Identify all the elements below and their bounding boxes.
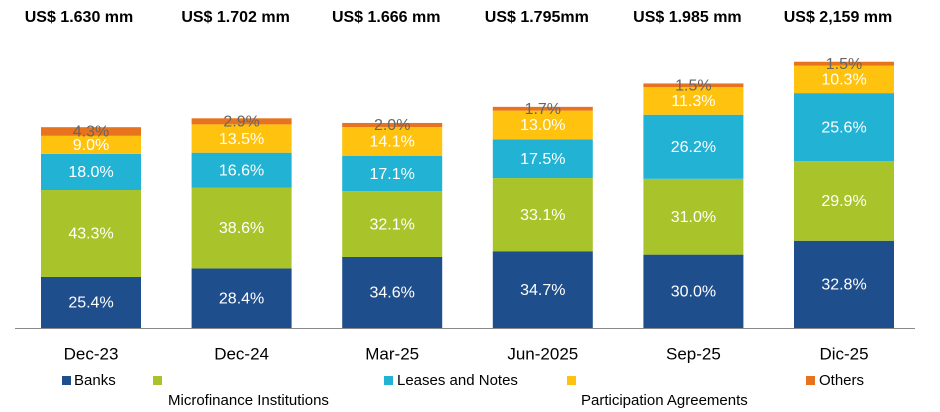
bar-segment [794, 93, 894, 162]
data-label: 1.7% [525, 101, 561, 118]
data-label: 43.3% [68, 226, 113, 243]
bar-segment [342, 122, 443, 128]
data-label: 2.9% [223, 114, 259, 131]
bar-segment [794, 240, 894, 328]
data-label: 14.1% [370, 134, 415, 151]
legend-label: Microfinance Institutions [168, 392, 329, 409]
x-tick-label: Dec-24 [214, 344, 269, 363]
data-label: 2.0% [374, 117, 410, 134]
bar-segment [643, 87, 744, 115]
bar-segment [191, 268, 292, 328]
bar-segment [191, 187, 292, 269]
bar-segment [342, 191, 443, 257]
legend-swatch [567, 376, 576, 385]
x-tick-label: Dic-25 [819, 344, 868, 363]
data-label: 38.6% [219, 220, 264, 237]
bar-segment [41, 153, 141, 191]
bar-segment [41, 127, 141, 136]
bar-segment [342, 127, 443, 156]
bar-segment [492, 110, 593, 140]
legend-swatch [153, 376, 162, 385]
legend-label: Others [819, 372, 864, 389]
legend-label: Banks [74, 372, 116, 389]
total-label: US$ 1.630 mm [25, 9, 134, 26]
data-label: 10.3% [821, 72, 866, 89]
total-label: US$ 1.702 mm [181, 9, 290, 26]
data-label: 1.5% [826, 56, 862, 73]
data-label: 9.0% [73, 137, 109, 154]
total-label: US$ 1.985 mm [633, 9, 742, 26]
x-tick-label: Dec-23 [64, 344, 119, 363]
bar-segment [492, 139, 593, 179]
total-label: US$ 1.666 mm [332, 9, 441, 26]
data-label: 34.6% [370, 285, 415, 302]
data-label: 28.4% [219, 290, 264, 307]
data-label: 25.4% [68, 295, 113, 312]
data-label: 4.3% [73, 124, 109, 141]
bar-segment [41, 276, 141, 328]
data-label: 11.3% [671, 93, 715, 110]
data-label: 32.8% [821, 277, 866, 294]
bar-segment [492, 251, 593, 328]
bar-segment [191, 152, 292, 188]
data-label: 16.6% [219, 162, 264, 179]
data-label: 31.0% [671, 209, 716, 226]
x-tick-label: Mar-25 [365, 344, 419, 363]
bar-segment [643, 83, 744, 88]
data-label: 34.7% [520, 282, 565, 299]
bar-segment [643, 114, 744, 179]
total-label: US$ 1.795mm [485, 9, 589, 26]
bar-segment [41, 190, 141, 277]
bar-segment [342, 256, 443, 328]
legend-swatch [384, 376, 393, 385]
bar-segment [794, 161, 894, 241]
bar-segment [342, 155, 443, 192]
bar-segment [41, 135, 141, 154]
x-tick-label: Jun-2025 [507, 344, 578, 363]
bar-segment [643, 254, 744, 328]
legend-label: Participation Agreements [581, 392, 748, 409]
data-label: 17.1% [370, 166, 415, 183]
bar-segment [492, 178, 593, 252]
data-label: 13.0% [520, 117, 565, 134]
bar-segment [794, 65, 894, 94]
bar-segment [191, 118, 292, 125]
data-label: 13.5% [219, 131, 264, 148]
data-label: 17.5% [520, 151, 565, 168]
data-label: 33.1% [520, 207, 565, 224]
x-tick-label: Sep-25 [666, 344, 721, 363]
legend-swatch [62, 376, 71, 385]
data-label: 26.2% [671, 139, 716, 156]
data-label: 29.9% [821, 193, 866, 210]
data-label: 18.0% [68, 164, 113, 181]
bar-segment [794, 61, 894, 66]
legend-swatch [806, 376, 815, 385]
data-label: 32.1% [370, 216, 415, 233]
legend-label: Leases and Notes [397, 372, 518, 389]
data-label: 25.6% [821, 119, 866, 136]
total-label: US$ 2,159 mm [784, 9, 893, 26]
data-label: 30.0% [671, 284, 716, 301]
bar-segment [643, 178, 744, 255]
data-label: 1.5% [675, 77, 711, 94]
bar-segment [191, 124, 292, 153]
bar-segment [492, 106, 593, 111]
